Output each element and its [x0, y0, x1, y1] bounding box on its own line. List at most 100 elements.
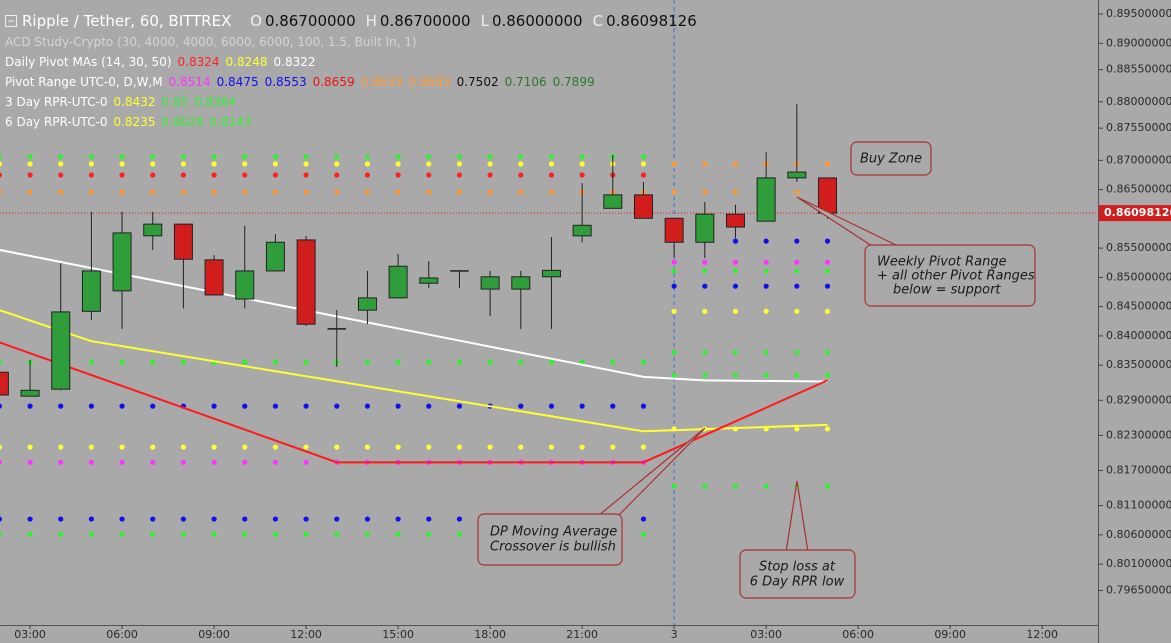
pivot-dot	[119, 459, 125, 465]
pivot-dot	[272, 161, 279, 167]
pivot-dot	[242, 154, 248, 160]
annotation-text: Crossover is bullish	[490, 540, 616, 555]
candle-body	[419, 277, 439, 284]
y-tick-label: 0.86500000	[1106, 183, 1171, 196]
candle-body	[695, 213, 715, 243]
pivot-dot	[487, 444, 493, 450]
ohlc-key: H	[365, 12, 377, 30]
title-row: Ripple / Tether, 60, BITTREX O 0.86700000…	[5, 10, 703, 32]
pivot-dot	[180, 189, 187, 195]
annotation-text: DP Moving Average	[490, 525, 617, 540]
pivot-dot	[548, 172, 555, 178]
pivot-dot	[794, 372, 800, 378]
pivot-dot	[180, 172, 187, 178]
pivot-dot	[0, 531, 2, 537]
pivot-dot	[88, 359, 94, 365]
study-value: 0.8514	[168, 75, 211, 89]
study-value: 0.8324	[177, 55, 220, 69]
ohlc-value: 0.86000000	[491, 12, 583, 30]
y-tick-label: 0.80600000	[1106, 528, 1171, 541]
candle-body	[388, 265, 408, 299]
pivot-dot	[732, 189, 739, 195]
candle-body	[572, 224, 592, 237]
pivot-dot	[732, 259, 739, 265]
pivot-dot	[456, 403, 463, 409]
pivot-dot	[334, 403, 340, 409]
y-tick-label: 0.88000000	[1106, 95, 1171, 108]
ohlc-value: 0.86098126	[606, 12, 697, 30]
study-label: 6 Day RPR-UTC-0	[5, 115, 108, 129]
pivot-dot	[119, 531, 125, 537]
candle-body	[327, 328, 347, 330]
pivot-dot	[211, 403, 217, 409]
pivot-dot	[211, 154, 217, 160]
pivot-dot	[242, 403, 248, 409]
pivot-dot	[242, 359, 248, 365]
pivot-dot	[272, 459, 279, 465]
x-tick-label: 15:00	[382, 628, 414, 641]
pivot-dot	[88, 459, 94, 465]
pivot-dot	[794, 189, 800, 195]
pivot-dot	[58, 403, 64, 409]
y-tick-label: 0.89000000	[1106, 36, 1171, 49]
study-value: 0.8553	[264, 75, 307, 89]
x-tick-label: 3	[671, 628, 678, 641]
pivot-dot	[487, 189, 493, 195]
pivot-dot	[242, 516, 248, 522]
pivot-dot	[640, 516, 647, 522]
pivot-dot	[334, 444, 340, 450]
pivot-dot	[732, 483, 739, 489]
pivot-dot	[763, 349, 769, 355]
pivot-dot	[824, 483, 831, 489]
pivot-dot	[640, 531, 647, 537]
candle-body	[112, 232, 132, 292]
moving-average	[0, 341, 828, 464]
study-label: 3 Day RPR-UTC-0	[5, 95, 108, 109]
pivot-dot	[426, 172, 432, 178]
study-value: 0.8028	[161, 115, 204, 129]
moving-average	[0, 309, 828, 433]
y-tick-label: 0.85500000	[1106, 241, 1171, 254]
pivot-dot	[211, 189, 217, 195]
y-tick-label: 0.84500000	[1106, 300, 1171, 313]
pivot-dot	[548, 403, 555, 409]
study-label: ACD Study-Crypto (30, 4000, 4000, 6000, …	[5, 35, 417, 49]
pivot-dot	[0, 154, 2, 160]
pivot-dot	[702, 483, 708, 489]
ohlc-value: 0.86700000	[264, 12, 356, 30]
annotation-text: + all other Pivot Ranges	[877, 269, 1035, 284]
pivot-dot	[702, 308, 708, 314]
pivot-dot	[0, 359, 2, 365]
pivot-dot	[456, 189, 463, 195]
pivot-dot	[119, 172, 125, 178]
candle-body	[756, 177, 776, 222]
study-value: 0.8475	[216, 75, 259, 89]
pivot-dot	[579, 161, 585, 167]
pivot-dot	[88, 154, 94, 160]
pivot-dot	[27, 531, 33, 537]
pivot-dot	[303, 403, 309, 409]
pivot-dot	[763, 308, 769, 314]
pivot-dot	[364, 516, 371, 522]
pivot-dot	[211, 516, 217, 522]
pivot-dot	[88, 161, 94, 167]
pivot-dot	[640, 161, 647, 167]
collapse-icon[interactable]	[5, 15, 17, 27]
candle-body	[81, 270, 101, 312]
pivot-dot	[426, 189, 432, 195]
pivot-dot	[671, 483, 677, 489]
pivot-dot	[0, 444, 2, 450]
pivot-dot	[150, 531, 156, 537]
x-tick-label: 03:00	[750, 628, 782, 641]
pivot-dot	[426, 359, 432, 365]
pivot-dot	[671, 189, 677, 195]
price-label-box	[1099, 205, 1171, 222]
study-value: 0.8364	[194, 95, 237, 109]
pivot-dot	[150, 459, 156, 465]
pivot-dot	[180, 531, 187, 537]
pivot-dot	[0, 403, 2, 409]
pivot-dot	[58, 172, 64, 178]
annotation-text: below = support	[893, 283, 1001, 298]
pivot-dot	[303, 531, 309, 537]
pivot-dot	[150, 154, 156, 160]
